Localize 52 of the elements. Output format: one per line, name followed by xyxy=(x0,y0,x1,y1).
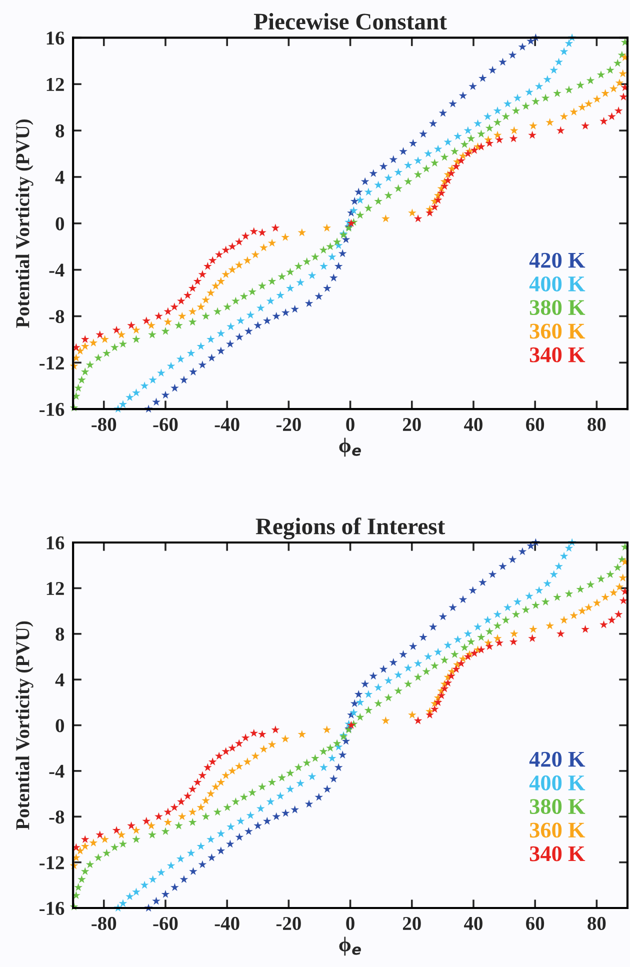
y-tick-label: -8 xyxy=(49,810,64,824)
y-axis-title: Potential Vorticity (PVU) xyxy=(16,621,34,830)
y-tick-label: 4 xyxy=(55,674,64,686)
x-tick-label: 20 xyxy=(402,916,421,930)
y-tick-label: -16 xyxy=(40,902,64,915)
x-tick-label: 0 xyxy=(346,916,354,930)
text: 380 K xyxy=(530,300,586,316)
x-tick-label: -20 xyxy=(276,418,301,432)
y-tick-label: 16 xyxy=(46,536,64,550)
x-tick-label: 20 xyxy=(402,418,421,432)
y-tick-label: 8 xyxy=(56,124,64,138)
x-axis-title: ϕ$_{e}$ xyxy=(339,438,361,457)
x-tick-label: 60 xyxy=(526,418,544,432)
text: 340 K xyxy=(530,846,586,862)
y-tick-label: -12 xyxy=(40,856,64,870)
x-tick-label: 0 xyxy=(346,418,354,432)
y-tick-label: 12 xyxy=(46,78,64,91)
chart-title: Regions of Interest xyxy=(256,518,446,540)
x-tick-label: -40 xyxy=(214,916,240,930)
x-tick-label: 40 xyxy=(464,916,482,930)
x-tick-label: -60 xyxy=(153,418,178,432)
text: 360 K xyxy=(530,324,586,339)
y-tick-label: 16 xyxy=(46,32,64,45)
text: 400 K xyxy=(529,276,586,292)
y-tick-label: 12 xyxy=(46,582,64,595)
y-tick-label: -12 xyxy=(40,356,64,370)
text: 360 K xyxy=(530,822,586,838)
x-tick-label: -20 xyxy=(276,916,301,930)
y-tick-label: -16 xyxy=(40,402,64,416)
y-tick-label: -4 xyxy=(49,264,64,277)
y-tick-label: 4 xyxy=(55,170,64,184)
x-tick-label: -40 xyxy=(214,418,240,432)
text: 400 K xyxy=(529,775,586,790)
text: 420 K xyxy=(529,252,586,268)
x-tick-label: 80 xyxy=(588,418,606,432)
text: 340 K xyxy=(530,347,586,362)
y-tick-label: 0 xyxy=(56,217,64,230)
y-tick-label: 8 xyxy=(56,628,64,641)
x-tick-label: -60 xyxy=(153,916,178,930)
y-tick-label: 0 xyxy=(56,719,64,732)
chart-title: Piecewise Constant xyxy=(254,12,447,30)
x-tick-label: 80 xyxy=(588,916,606,930)
x-tick-label: -80 xyxy=(92,418,116,432)
y-axis-title: Potential Vorticity (PVU) xyxy=(16,119,34,328)
text: 380 K xyxy=(530,799,586,814)
y-tick-label: -8 xyxy=(49,310,64,324)
text: 420 K xyxy=(529,752,586,767)
x-axis-title: ϕ$_{e}$ xyxy=(339,936,361,956)
x-tick-label: -80 xyxy=(92,916,116,930)
x-tick-label: 60 xyxy=(526,916,544,930)
x-tick-label: 40 xyxy=(464,418,482,432)
y-tick-label: -4 xyxy=(49,764,64,778)
